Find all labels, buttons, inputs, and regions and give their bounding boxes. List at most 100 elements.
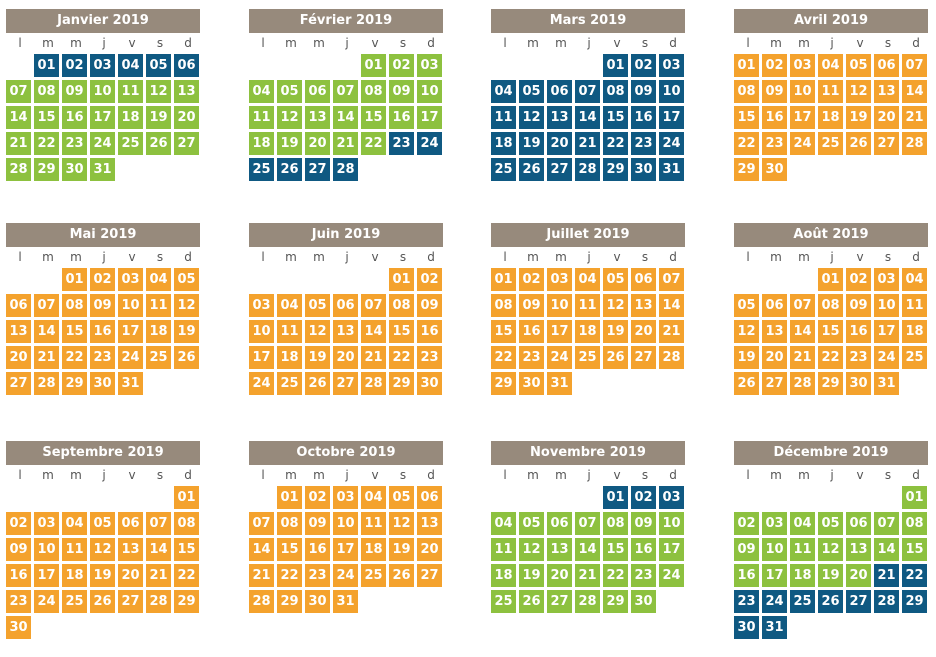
day-cell[interactable]: 12 [277, 106, 302, 129]
day-cell[interactable]: 07 [333, 80, 358, 103]
day-cell[interactable]: 23 [305, 564, 330, 587]
day-cell[interactable]: 26 [519, 590, 544, 613]
day-cell[interactable]: 28 [659, 346, 684, 369]
day-cell[interactable]: 20 [547, 564, 572, 587]
day-cell[interactable]: 01 [491, 268, 516, 291]
day-cell[interactable]: 31 [659, 158, 684, 181]
day-cell[interactable]: 20 [547, 132, 572, 155]
day-cell[interactable]: 08 [734, 80, 759, 103]
day-cell[interactable]: 07 [902, 54, 927, 77]
day-cell[interactable]: 06 [305, 80, 330, 103]
day-cell[interactable]: 24 [762, 590, 787, 613]
day-cell[interactable]: 08 [34, 80, 59, 103]
day-cell[interactable]: 27 [118, 590, 143, 613]
day-cell[interactable]: 05 [603, 268, 628, 291]
day-cell[interactable]: 12 [846, 80, 871, 103]
day-cell[interactable]: 03 [249, 294, 274, 317]
day-cell[interactable]: 28 [333, 158, 358, 181]
day-cell[interactable]: 16 [389, 106, 414, 129]
day-cell[interactable]: 22 [34, 132, 59, 155]
day-cell[interactable]: 14 [575, 538, 600, 561]
day-cell[interactable]: 09 [6, 538, 31, 561]
day-cell[interactable]: 15 [361, 106, 386, 129]
day-cell[interactable]: 09 [389, 80, 414, 103]
day-cell[interactable]: 09 [631, 80, 656, 103]
day-cell[interactable]: 11 [491, 538, 516, 561]
day-cell[interactable]: 17 [333, 538, 358, 561]
day-cell[interactable]: 07 [575, 80, 600, 103]
day-cell[interactable]: 10 [249, 320, 274, 343]
day-cell[interactable]: 17 [762, 564, 787, 587]
day-cell[interactable]: 26 [519, 158, 544, 181]
day-cell[interactable]: 24 [874, 346, 899, 369]
day-cell[interactable]: 14 [790, 320, 815, 343]
day-cell[interactable]: 08 [389, 294, 414, 317]
day-cell[interactable]: 22 [603, 132, 628, 155]
day-cell[interactable]: 07 [146, 512, 171, 535]
day-cell[interactable]: 10 [118, 294, 143, 317]
day-cell[interactable]: 02 [62, 54, 87, 77]
day-cell[interactable]: 25 [491, 158, 516, 181]
day-cell[interactable]: 01 [277, 486, 302, 509]
day-cell[interactable]: 30 [6, 616, 31, 639]
day-cell[interactable]: 10 [762, 538, 787, 561]
day-cell[interactable]: 31 [762, 616, 787, 639]
day-cell[interactable]: 02 [519, 268, 544, 291]
day-cell[interactable]: 02 [90, 268, 115, 291]
day-cell[interactable]: 15 [62, 320, 87, 343]
day-cell[interactable]: 04 [491, 512, 516, 535]
day-cell[interactable]: 23 [734, 590, 759, 613]
day-cell[interactable]: 04 [902, 268, 927, 291]
day-cell[interactable]: 19 [603, 320, 628, 343]
day-cell[interactable]: 22 [734, 132, 759, 155]
day-cell[interactable]: 05 [734, 294, 759, 317]
day-cell[interactable]: 21 [333, 132, 358, 155]
day-cell[interactable]: 29 [62, 372, 87, 395]
day-cell[interactable]: 13 [631, 294, 656, 317]
day-cell[interactable]: 01 [361, 54, 386, 77]
day-cell[interactable]: 15 [491, 320, 516, 343]
day-cell[interactable]: 07 [575, 512, 600, 535]
day-cell[interactable]: 07 [249, 512, 274, 535]
day-cell[interactable]: 19 [818, 564, 843, 587]
day-cell[interactable]: 28 [575, 590, 600, 613]
day-cell[interactable]: 25 [277, 372, 302, 395]
day-cell[interactable]: 08 [174, 512, 199, 535]
day-cell[interactable]: 02 [631, 486, 656, 509]
day-cell[interactable]: 18 [62, 564, 87, 587]
day-cell[interactable]: 10 [659, 80, 684, 103]
day-cell[interactable]: 27 [762, 372, 787, 395]
day-cell[interactable]: 07 [6, 80, 31, 103]
day-cell[interactable]: 04 [491, 80, 516, 103]
day-cell[interactable]: 19 [174, 320, 199, 343]
day-cell[interactable]: 16 [631, 538, 656, 561]
day-cell[interactable]: 08 [902, 512, 927, 535]
day-cell[interactable]: 27 [547, 158, 572, 181]
day-cell[interactable]: 30 [90, 372, 115, 395]
day-cell[interactable]: 18 [902, 320, 927, 343]
day-cell[interactable]: 03 [659, 54, 684, 77]
day-cell[interactable]: 01 [389, 268, 414, 291]
day-cell[interactable]: 23 [762, 132, 787, 155]
day-cell[interactable]: 19 [734, 346, 759, 369]
day-cell[interactable]: 01 [902, 486, 927, 509]
day-cell[interactable]: 15 [902, 538, 927, 561]
day-cell[interactable]: 04 [361, 486, 386, 509]
day-cell[interactable]: 30 [631, 158, 656, 181]
day-cell[interactable]: 21 [361, 346, 386, 369]
day-cell[interactable]: 29 [277, 590, 302, 613]
day-cell[interactable]: 20 [631, 320, 656, 343]
day-cell[interactable]: 31 [547, 372, 572, 395]
day-cell[interactable]: 31 [118, 372, 143, 395]
day-cell[interactable]: 03 [790, 54, 815, 77]
day-cell[interactable]: 23 [631, 564, 656, 587]
day-cell[interactable]: 26 [734, 372, 759, 395]
day-cell[interactable]: 08 [491, 294, 516, 317]
day-cell[interactable]: 23 [389, 132, 414, 155]
day-cell[interactable]: 05 [90, 512, 115, 535]
day-cell[interactable]: 26 [389, 564, 414, 587]
day-cell[interactable]: 10 [417, 80, 442, 103]
day-cell[interactable]: 22 [818, 346, 843, 369]
day-cell[interactable]: 03 [874, 268, 899, 291]
day-cell[interactable]: 14 [6, 106, 31, 129]
